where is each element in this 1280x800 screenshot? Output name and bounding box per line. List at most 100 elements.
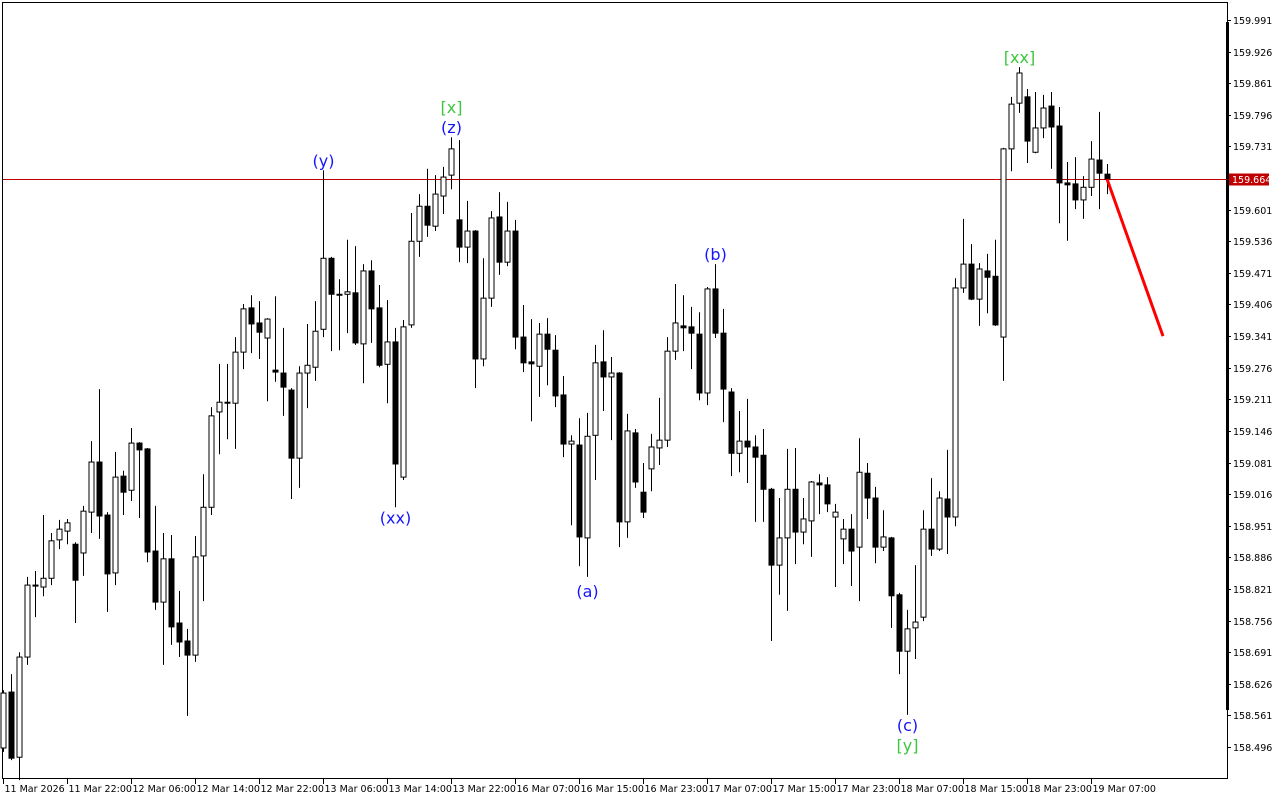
candle-body-bear	[848, 528, 855, 552]
candle	[944, 449, 951, 554]
candle	[88, 441, 95, 534]
candle	[200, 474, 207, 602]
candle-body-bull	[232, 351, 239, 404]
time-axis[interactable]: 11 Mar 2026 11 Mar 22:00 12 Mar 06:00 12 Ma…	[3, 779, 1156, 795]
candle-body-bull	[592, 362, 599, 436]
candle	[920, 510, 927, 622]
candle	[952, 278, 959, 527]
current-price-tag: 159.664	[1229, 173, 1271, 186]
price-tick-label: 159.926	[1233, 48, 1272, 59]
candle	[224, 363, 231, 440]
candle	[616, 372, 623, 548]
candle	[232, 337, 239, 449]
candle	[816, 474, 823, 515]
price-tick-label: 158.756	[1233, 617, 1272, 628]
candle	[120, 470, 127, 516]
price-tick-label: 159.536	[1233, 237, 1272, 248]
candle-body-bull	[808, 481, 815, 522]
candle-body-bear	[616, 372, 623, 523]
candle-body-bear	[368, 270, 375, 310]
candle-body-bear	[728, 391, 735, 454]
current-price-tag-bg	[1229, 173, 1269, 186]
candle	[776, 498, 783, 595]
candle-body-bear	[768, 488, 775, 566]
candle	[760, 428, 767, 522]
price-tick-label: 158.626	[1233, 680, 1272, 691]
candle	[896, 592, 903, 675]
candle-body-bear	[760, 454, 767, 490]
price-axis[interactable]: 159.991 159.926 159.861 159.796 159.731 159.6…	[1227, 16, 1272, 754]
candle	[912, 565, 919, 659]
price-tick-label: 158.496	[1233, 743, 1272, 754]
candle-body-bear	[336, 293, 343, 296]
candle-body-bull	[1000, 148, 1007, 338]
candle	[344, 239, 351, 334]
candle-body-bear	[288, 389, 295, 459]
time-tick-label: 16 Mar 15:00	[581, 784, 644, 795]
candle	[336, 279, 343, 351]
candle	[888, 536, 895, 628]
candle	[640, 463, 647, 518]
candle	[656, 397, 663, 465]
price-scale-bar[interactable]	[1226, 22, 1229, 710]
candle	[488, 211, 495, 307]
candle	[1000, 147, 1007, 381]
candle-body-bear	[944, 498, 951, 518]
candle-body-bear	[720, 332, 727, 390]
candle-body-bear	[8, 691, 15, 759]
candle-body-bear	[984, 270, 991, 278]
candle	[568, 435, 575, 526]
candle	[880, 510, 887, 552]
candle	[360, 264, 367, 384]
candle-body-bull	[736, 440, 743, 454]
candle	[808, 481, 815, 557]
candle-body-bull	[416, 205, 423, 242]
candle-body-bear	[968, 263, 975, 300]
candle	[1048, 91, 1055, 169]
candle	[384, 300, 391, 404]
candle	[968, 244, 975, 301]
candle-body-bear	[496, 216, 503, 263]
time-tick-label: 18 Mar 15:00	[965, 784, 1028, 795]
candle-body-bear	[392, 341, 399, 465]
time-tick-label: 13 Mar 06:00	[325, 784, 388, 795]
candle	[584, 412, 591, 577]
candle	[536, 322, 543, 397]
candle	[256, 301, 263, 359]
candle	[848, 514, 855, 587]
candle-body-bear	[472, 230, 479, 360]
candle-body-bull	[952, 287, 959, 518]
candles	[0, 67, 1111, 781]
price-tick-label: 159.276	[1233, 364, 1272, 375]
candle-body-bear	[248, 307, 255, 325]
candle-body-bear	[512, 230, 519, 338]
candle	[856, 438, 863, 602]
candle-body-bull	[440, 176, 447, 197]
candle-body-bear	[1048, 105, 1055, 128]
candle-body-bull	[40, 577, 47, 588]
candle	[720, 308, 727, 423]
candle	[928, 478, 935, 556]
time-tick-label: 19 Mar 07:00	[1093, 784, 1156, 795]
candle-body-bear	[560, 394, 567, 445]
candle-body-bull	[128, 442, 135, 491]
candle-body-bear	[712, 288, 719, 334]
price-tick-label: 158.691	[1233, 648, 1272, 659]
candle	[80, 505, 87, 576]
wave-label: [x]	[441, 98, 463, 117]
candle-body-bull	[704, 288, 711, 394]
candle	[32, 570, 39, 618]
candle-body-bear	[544, 333, 551, 350]
candle-body-bear	[168, 558, 175, 628]
candle	[288, 388, 295, 500]
candle-body-bull	[344, 291, 351, 295]
candle-body-bear	[640, 491, 647, 513]
candle-body-bull	[856, 471, 863, 548]
candle-body-bull	[80, 510, 87, 554]
candle	[1008, 96, 1015, 172]
current-price-tag-text: 159.664	[1232, 175, 1271, 186]
wave-label: (y)	[313, 151, 335, 170]
candle	[1040, 94, 1047, 139]
candle	[448, 137, 455, 190]
